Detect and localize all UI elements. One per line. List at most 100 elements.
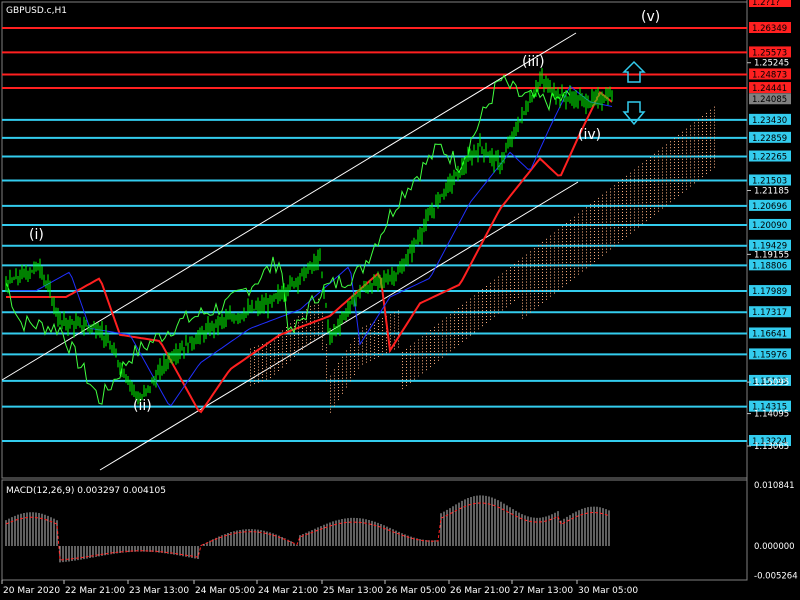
cloud-dot bbox=[462, 337, 463, 339]
cloud-dot bbox=[650, 189, 651, 191]
cloud-dot bbox=[578, 258, 579, 260]
cloud-dot bbox=[698, 149, 699, 151]
wave-label: (v) bbox=[641, 9, 660, 25]
cloud-dot bbox=[594, 258, 595, 260]
cloud-dot bbox=[490, 285, 491, 287]
cloud-dot bbox=[274, 370, 275, 372]
cloud-dot bbox=[614, 197, 615, 199]
cloud-dot bbox=[594, 222, 595, 224]
cloud-dot bbox=[326, 359, 327, 361]
cloud-dot bbox=[346, 380, 347, 382]
cloud-dot bbox=[554, 232, 555, 234]
cloud-dot bbox=[262, 353, 263, 355]
cloud-dot bbox=[334, 402, 335, 404]
cloud-dot bbox=[622, 200, 623, 202]
cloud-dot bbox=[622, 239, 623, 241]
cloud-dot bbox=[618, 236, 619, 238]
cloud-dot bbox=[254, 362, 255, 364]
cloud-dot bbox=[410, 369, 411, 371]
cloud-dot bbox=[538, 254, 539, 256]
cloud-dot bbox=[358, 349, 359, 351]
cloud-dot bbox=[450, 347, 451, 349]
cloud-dot bbox=[538, 302, 539, 304]
cloud-dot bbox=[366, 352, 367, 354]
cloud-dot bbox=[358, 346, 359, 348]
cloud-dot bbox=[538, 245, 539, 247]
cloud-dot bbox=[294, 352, 295, 354]
cloud-dot bbox=[602, 200, 603, 202]
cloud-dot bbox=[434, 350, 435, 352]
cloud-dot bbox=[670, 153, 671, 155]
cloud-dot bbox=[578, 270, 579, 272]
cloud-dot bbox=[294, 337, 295, 339]
cloud-dot bbox=[270, 353, 271, 355]
cloud-dot bbox=[598, 212, 599, 214]
cloud-dot bbox=[678, 161, 679, 163]
cloud-dot bbox=[522, 278, 523, 280]
cloud-dot bbox=[678, 134, 679, 136]
cloud-dot bbox=[638, 208, 639, 210]
cloud-dot bbox=[274, 364, 275, 366]
cloud-dot bbox=[474, 325, 475, 327]
cloud-dot bbox=[262, 374, 263, 376]
cloud-dot bbox=[582, 231, 583, 233]
cloud-dot bbox=[622, 221, 623, 223]
cloud-dot bbox=[450, 314, 451, 316]
cloud-dot bbox=[250, 357, 251, 359]
cloud-dot bbox=[422, 342, 423, 344]
cloud-dot bbox=[474, 310, 475, 312]
cloud-dot bbox=[694, 164, 695, 166]
cloud-dot bbox=[702, 137, 703, 139]
cloud-dot bbox=[702, 155, 703, 157]
cloud-dot bbox=[642, 172, 643, 174]
cloud-dot bbox=[546, 283, 547, 285]
cloud-dot bbox=[482, 325, 483, 327]
cloud-dot bbox=[530, 296, 531, 298]
cloud-dot bbox=[438, 341, 439, 343]
cloud-dot bbox=[566, 274, 567, 276]
cloud-dot bbox=[330, 390, 331, 392]
cloud-dot bbox=[314, 314, 315, 316]
cloud-dot bbox=[382, 345, 383, 347]
cloud-dot bbox=[438, 359, 439, 361]
cloud-dot bbox=[494, 303, 495, 305]
cloud-dot bbox=[494, 297, 495, 299]
cloud-dot bbox=[314, 305, 315, 307]
cloud-dot bbox=[514, 266, 515, 268]
cloud-dot bbox=[354, 355, 355, 357]
cloud-dot bbox=[694, 173, 695, 175]
cloud-dot bbox=[586, 225, 587, 227]
cloud-dot bbox=[414, 369, 415, 371]
cloud-dot bbox=[494, 288, 495, 290]
cloud-dot bbox=[602, 224, 603, 226]
cloud-dot bbox=[526, 293, 527, 295]
cloud-dot bbox=[662, 198, 663, 200]
cloud-dot bbox=[494, 294, 495, 296]
cloud-dot bbox=[666, 189, 667, 191]
cloud-dot bbox=[382, 336, 383, 338]
cloud-dot bbox=[534, 296, 535, 298]
cloud-dot bbox=[674, 171, 675, 173]
cloud-dot bbox=[702, 131, 703, 133]
cloud-dot bbox=[682, 131, 683, 133]
cloud-dot bbox=[322, 333, 323, 335]
cloud-dot bbox=[714, 160, 715, 162]
cloud-dot bbox=[690, 155, 691, 157]
cloud-dot bbox=[490, 306, 491, 308]
cloud-dot bbox=[518, 275, 519, 277]
cloud-dot bbox=[574, 249, 575, 251]
cloud-dot bbox=[694, 137, 695, 139]
cloud-dot bbox=[530, 287, 531, 289]
cloud-dot bbox=[690, 176, 691, 178]
cloud-dot bbox=[534, 269, 535, 271]
cloud-dot bbox=[486, 294, 487, 296]
cloud-dot bbox=[534, 284, 535, 286]
cloud-dot bbox=[330, 408, 331, 410]
cloud-dot bbox=[598, 200, 599, 202]
cloud-dot bbox=[470, 307, 471, 309]
cloud-dot bbox=[586, 243, 587, 245]
cloud-dot bbox=[354, 352, 355, 354]
cloud-dot bbox=[334, 399, 335, 401]
